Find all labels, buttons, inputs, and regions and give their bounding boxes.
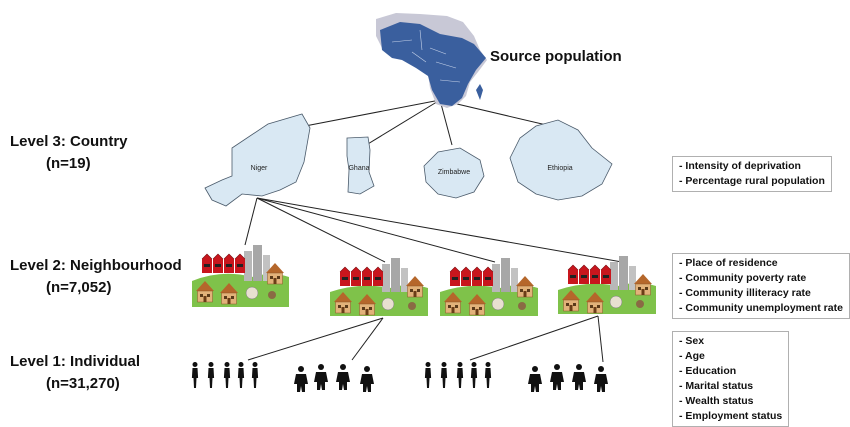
country-variables-box: - Intensity of deprivation - Percentage … [672, 156, 832, 192]
level-3-title: Level 3: Country [10, 133, 128, 150]
individual-variables-box: - Sex - Age - Education - Marital status… [672, 331, 790, 427]
variable-item: - Age [679, 350, 705, 362]
level-3-count: (n=19) [46, 155, 91, 172]
individuals-group [294, 364, 374, 392]
variable-item: - Community poverty rate [679, 272, 807, 284]
country-label-ethiopia: Ethiopia [547, 165, 572, 172]
country-label-niger: Niger [251, 165, 268, 172]
level-1-count: (n=31,270) [46, 375, 120, 392]
connector-lines [244, 99, 623, 363]
neighbourhood-cluster [330, 258, 428, 316]
individuals-group [191, 362, 259, 388]
variable-item: - Community illiteracy rate [679, 287, 811, 299]
level-2-label: Level 2: Neighbourhood (n=7,052) [10, 255, 182, 299]
variable-item: - Place of residence [679, 257, 778, 269]
country-map-niger: Niger [204, 113, 311, 207]
level-2-count: (n=7,052) [46, 279, 112, 296]
variable-item: - Community unemployment rate [679, 302, 843, 314]
neighbourhood-cluster [192, 245, 289, 307]
variable-item: - Employment status [679, 410, 783, 422]
level-2-title: Level 2: Neighbourhood [10, 257, 182, 274]
country-label-zimbabwe: Zimbabwe [438, 169, 470, 176]
neighbourhood-cluster [558, 256, 656, 314]
variable-item: - Marital status [679, 380, 754, 392]
variable-item: - Sex [679, 335, 705, 347]
source-population-label: Source population [490, 48, 622, 65]
individuals-group [424, 362, 492, 388]
variable-item: - Percentage rural population [679, 175, 825, 187]
level-3-label: Level 3: Country (n=19) [10, 131, 128, 175]
country-map-ghana: Ghana [346, 136, 375, 195]
country-label-ghana: Ghana [348, 165, 369, 172]
neighbourhood-cluster [440, 258, 538, 316]
neighbourhood-variables-box: - Place of residence - Community poverty… [672, 253, 850, 319]
variable-item: - Education [679, 365, 737, 377]
variable-item: - Intensity of deprivation [679, 160, 801, 172]
country-map-ethiopia: Ethiopia [509, 119, 613, 201]
country-map-zimbabwe: Zimbabwe [423, 147, 485, 199]
africa-map [376, 13, 487, 108]
variable-item: - Wealth status [679, 395, 754, 407]
level-1-label: Level 1: Individual (n=31,270) [10, 351, 140, 395]
level-1-title: Level 1: Individual [10, 353, 141, 370]
individuals-group [528, 364, 608, 392]
